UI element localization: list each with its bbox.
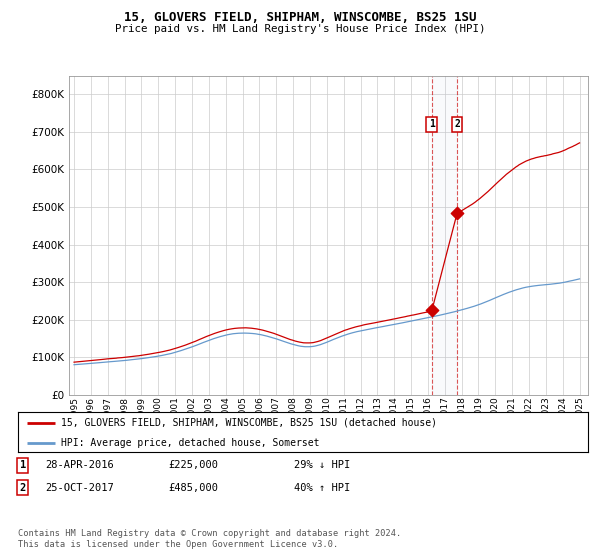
Text: 29% ↓ HPI: 29% ↓ HPI [294,460,350,470]
Text: £225,000: £225,000 [168,460,218,470]
Text: 2: 2 [20,483,26,493]
Text: 15, GLOVERS FIELD, SHIPHAM, WINSCOMBE, BS25 1SU: 15, GLOVERS FIELD, SHIPHAM, WINSCOMBE, B… [124,11,476,24]
Text: 1: 1 [429,119,434,129]
Point [452,208,462,217]
Point [427,306,437,315]
Text: Price paid vs. HM Land Registry's House Price Index (HPI): Price paid vs. HM Land Registry's House … [115,24,485,34]
Text: Contains HM Land Registry data © Crown copyright and database right 2024.
This d: Contains HM Land Registry data © Crown c… [18,529,401,549]
Text: 28-APR-2016: 28-APR-2016 [45,460,114,470]
Text: 25-OCT-2017: 25-OCT-2017 [45,483,114,493]
Text: 15, GLOVERS FIELD, SHIPHAM, WINSCOMBE, BS25 1SU (detached house): 15, GLOVERS FIELD, SHIPHAM, WINSCOMBE, B… [61,418,437,428]
Text: HPI: Average price, detached house, Somerset: HPI: Average price, detached house, Some… [61,438,319,448]
Text: 40% ↑ HPI: 40% ↑ HPI [294,483,350,493]
Text: 2: 2 [454,119,460,129]
Text: £485,000: £485,000 [168,483,218,493]
Bar [432,76,457,395]
Text: 1: 1 [20,460,26,470]
